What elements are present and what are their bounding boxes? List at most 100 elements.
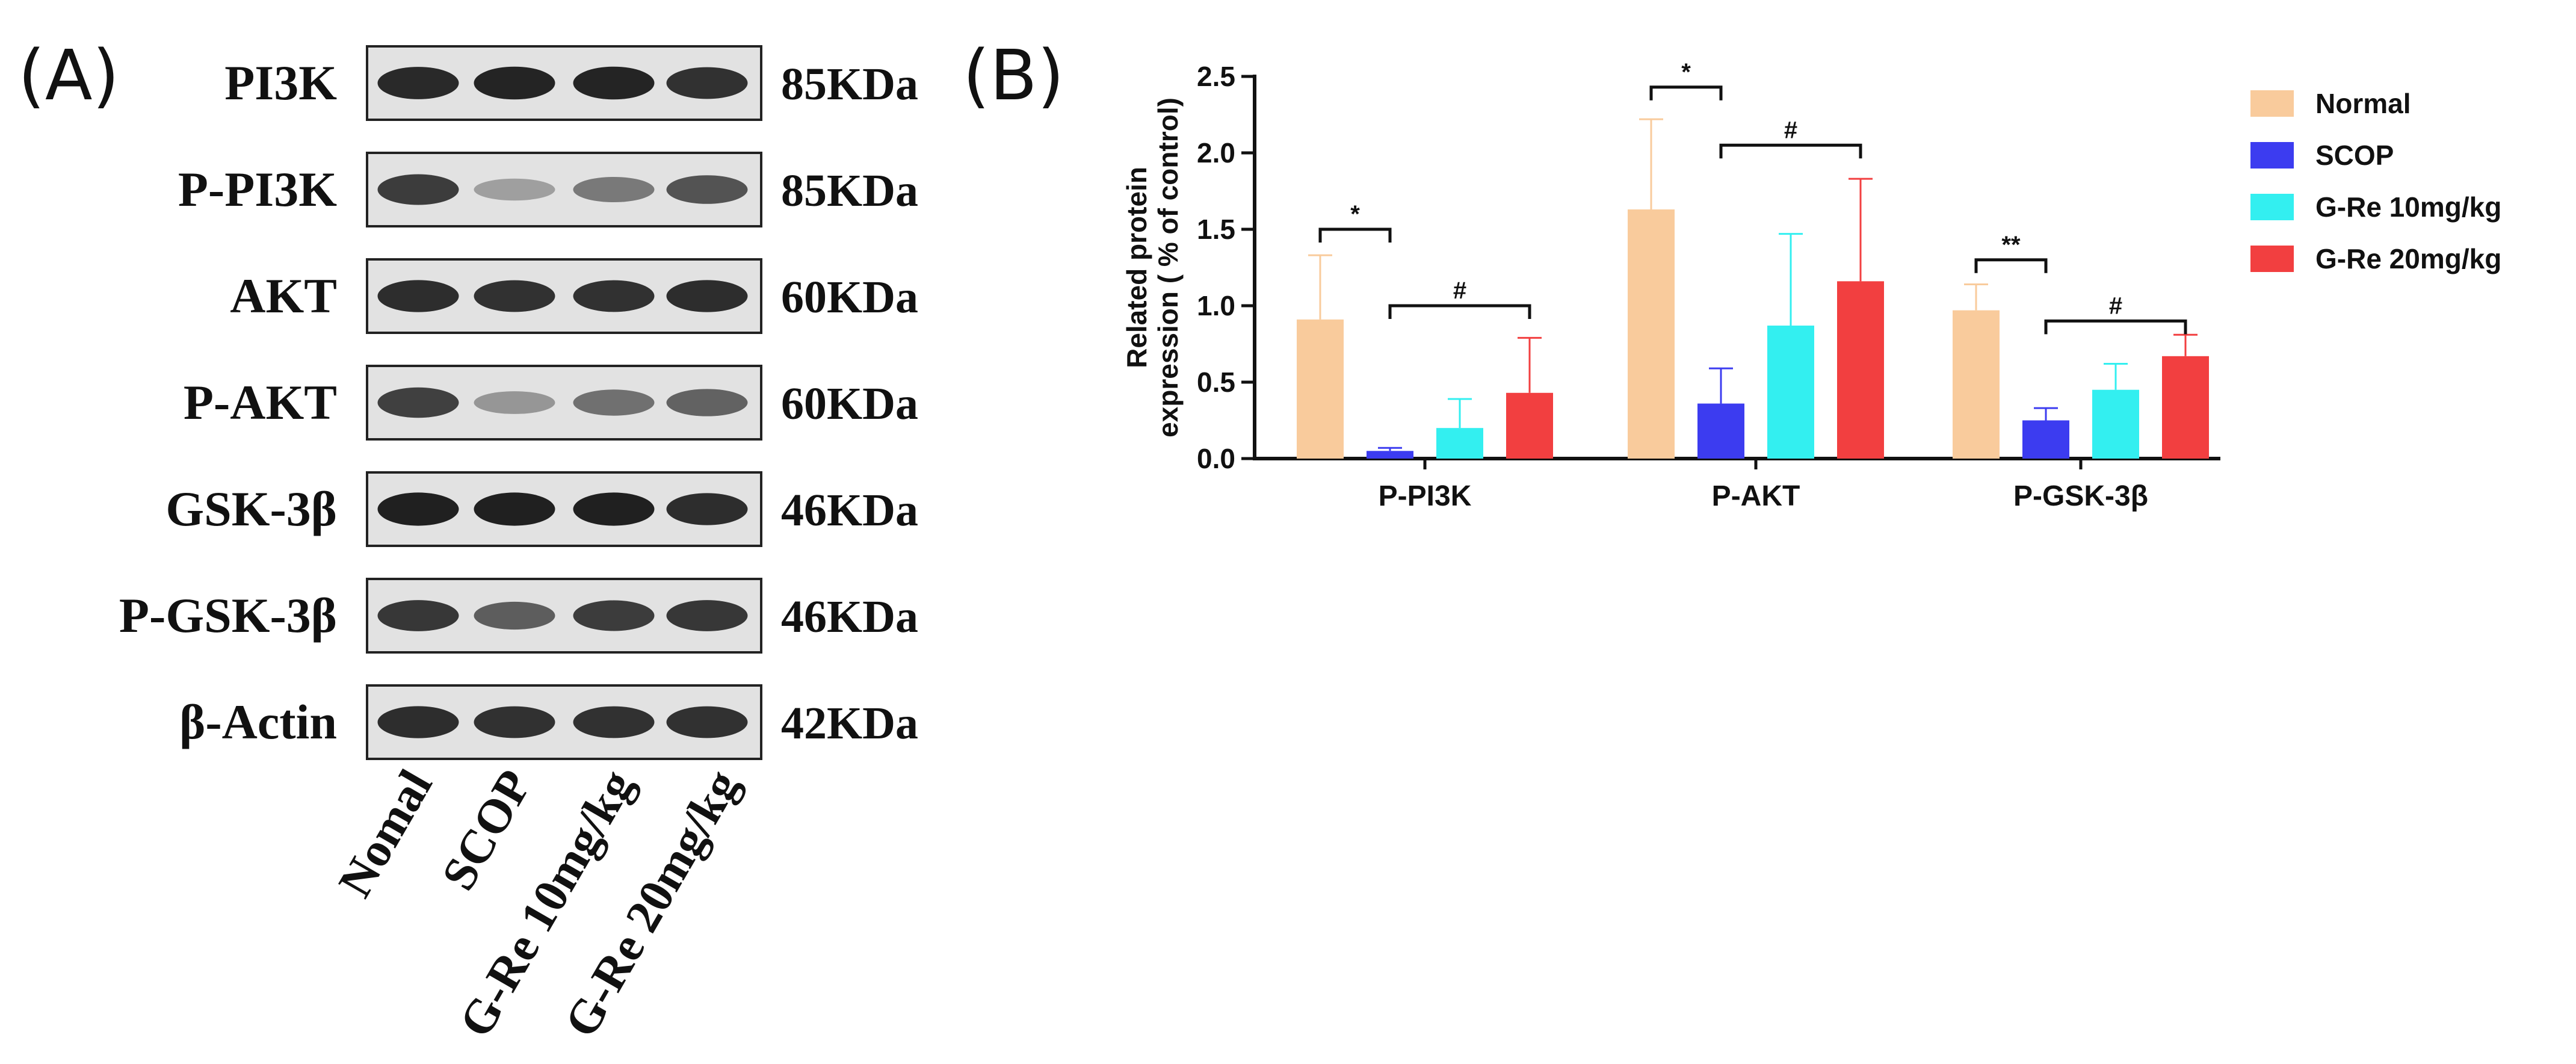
significance-marker: * xyxy=(1681,59,1691,85)
significance-marker: # xyxy=(1784,117,1797,143)
blot-band xyxy=(474,391,555,414)
protein-label: PI3K xyxy=(224,55,337,110)
bar xyxy=(2022,420,2069,459)
blot-row: PI3K 85KDa xyxy=(224,45,918,121)
blot-row: β-Actin 42KDa xyxy=(179,684,918,760)
blot-band xyxy=(573,280,655,312)
bar xyxy=(1953,310,2000,459)
y-tick-label: 0.0 xyxy=(1197,443,1235,474)
bar-chart: 0.0 0.5 1.0 1.5 2.0 2.5 Related protein express… xyxy=(1121,59,2220,512)
legend-swatch xyxy=(2250,142,2294,169)
y-axis-title: Related protein expression ( % of control… xyxy=(1121,97,1184,438)
blot-band xyxy=(666,67,748,99)
significance-bracket xyxy=(1318,227,1392,243)
bar xyxy=(2092,389,2139,459)
blot-band xyxy=(666,600,748,631)
category-label: P-AKT xyxy=(1712,480,1800,512)
blot-band xyxy=(474,492,555,526)
category-label: P-GSK-3β xyxy=(2013,480,2148,512)
legend-swatch xyxy=(2250,194,2294,220)
blot-band xyxy=(666,280,748,312)
blot-band xyxy=(573,177,655,202)
panel-b-label: (B) xyxy=(963,36,1064,116)
blot-band xyxy=(573,66,655,100)
kda-label: 85KDa xyxy=(781,165,918,216)
bar xyxy=(1436,428,1483,459)
blot-row: P-PI3K 85KDa xyxy=(178,152,918,227)
significance-bracket xyxy=(2044,319,2187,335)
protein-label: P-AKT xyxy=(184,375,337,430)
blot-band xyxy=(377,387,459,418)
y-tick-label: 0.5 xyxy=(1197,367,1235,398)
blot-band xyxy=(666,389,748,416)
kda-label: 42KDa xyxy=(781,698,918,749)
blot-row: P-AKT 60KDa xyxy=(184,365,918,441)
significance-marker: # xyxy=(2109,292,2122,319)
y-tick-label: 1.5 xyxy=(1197,214,1235,245)
legend-swatch xyxy=(2250,246,2294,272)
blot-band xyxy=(666,493,748,525)
legend-label: G-Re 20mg/kg xyxy=(2315,243,2501,274)
legend-label: SCOP xyxy=(2315,140,2394,171)
blot-band xyxy=(666,175,748,204)
legend-label: Normal xyxy=(2315,88,2411,119)
y-tick-label: 1.0 xyxy=(1197,290,1235,321)
protein-label: P-GSK-3β xyxy=(119,588,337,643)
protein-label: AKT xyxy=(230,268,337,323)
significance-marker: ** xyxy=(2001,232,2021,258)
blot-band xyxy=(474,280,555,312)
y-tick-label: 2.0 xyxy=(1197,137,1235,169)
bar xyxy=(1767,326,1814,459)
blot-band xyxy=(377,67,459,99)
western-blot-panel: PI3K 85KDa P-PI3K 85KDa AKT 60KDa P-AKT 60KDa GS… xyxy=(119,45,918,760)
category-label: P-PI3K xyxy=(1379,480,1472,512)
y-axis-label: expression ( % of control) xyxy=(1152,97,1184,438)
blot-band xyxy=(573,706,655,738)
bar xyxy=(1697,403,1744,459)
y-axis-label: Related protein xyxy=(1121,167,1152,368)
significance-bracket xyxy=(1719,143,1862,159)
bar xyxy=(2162,356,2209,459)
bar xyxy=(1837,281,1884,459)
blot-row: GSK-3β 46KDa xyxy=(165,471,918,547)
blot-band xyxy=(377,600,459,631)
blot-band xyxy=(474,601,555,630)
significance-marker: # xyxy=(1453,277,1466,304)
kda-label: 46KDa xyxy=(781,485,918,536)
significance-bracket xyxy=(1649,85,1723,101)
kda-label: 46KDa xyxy=(781,592,918,642)
blot-band xyxy=(573,492,655,526)
bar xyxy=(1628,209,1675,459)
kda-label: 60KDa xyxy=(781,272,918,323)
bar xyxy=(1506,392,1553,459)
blot-band xyxy=(377,706,459,738)
blot-band xyxy=(573,389,655,416)
bar xyxy=(1367,451,1413,459)
kda-label: 60KDa xyxy=(781,379,918,429)
significance-bracket xyxy=(1388,304,1531,319)
lane-label: SCOP xyxy=(432,761,542,899)
protein-label: β-Actin xyxy=(179,694,337,749)
kda-label: 85KDa xyxy=(781,59,918,110)
blot-band xyxy=(377,280,459,312)
significance-marker: * xyxy=(1350,201,1360,227)
protein-label: GSK-3β xyxy=(165,481,337,536)
bar xyxy=(1297,319,1344,459)
blot-row: AKT 60KDa xyxy=(230,258,918,334)
legend-label: G-Re 10mg/kg xyxy=(2315,191,2501,223)
legend-swatch xyxy=(2250,90,2294,117)
blot-band xyxy=(377,174,459,205)
blot-band xyxy=(474,66,555,100)
blot-band xyxy=(474,178,555,201)
blot-row: P-GSK-3β 46KDa xyxy=(119,578,918,654)
chart-legend: Normal SCOP G-Re 10mg/kg G-Re 20mg/kg xyxy=(2250,88,2501,274)
blot-band xyxy=(474,706,555,738)
blot-band xyxy=(666,706,748,738)
panel-a-label: (A) xyxy=(18,36,119,116)
protein-label: P-PI3K xyxy=(178,162,337,217)
blot-band xyxy=(573,600,655,631)
lane-label: Nomal xyxy=(329,761,443,906)
blot-band xyxy=(377,492,459,526)
